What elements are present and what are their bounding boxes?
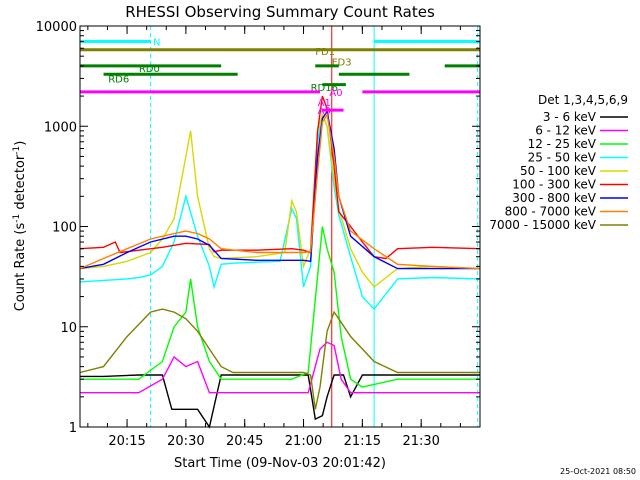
series-line-7000-15000-kev	[79, 308, 480, 410]
legend-label-12-25-kev: 12 - 25 keV	[528, 137, 597, 151]
axis-ticks: 20:15 20:30 20:45 21:00 21:15 21:30 1 10 100 1000…	[36, 20, 481, 449]
legend-title: Det 1,3,4,5,6,9	[538, 93, 628, 107]
y-tick-label-10000: 10000	[36, 20, 77, 35]
x-tick-label-20-15: 20:15	[108, 434, 145, 449]
annotation-label-a3: A3	[318, 106, 331, 117]
annotation-label-a0: A0	[329, 88, 342, 99]
y-axis-label-sup2: -1	[12, 146, 22, 155]
annotation-label-rd6: RD6	[108, 74, 129, 85]
y-tick-label-100: 100	[52, 221, 77, 236]
series-line-100-300-kev	[79, 95, 481, 260]
annotation-label-rd16: RD16	[311, 83, 338, 94]
legend-label-300-800-kev: 300 - 800 keV	[512, 191, 596, 205]
x-tick-label-21-30: 21:30	[402, 434, 439, 449]
y-tick-label-10: 10	[60, 321, 77, 336]
series-line-50-100-kev	[79, 112, 481, 288]
annotation-label-n: N	[153, 38, 160, 49]
vertical-markers	[79, 26, 479, 427]
legend-label-3-6-kev: 3 - 6 keV	[543, 110, 597, 124]
series-line-3-6-kev	[80, 374, 480, 429]
plot-frame	[79, 25, 481, 428]
y-tick-label-1000: 1000	[44, 120, 77, 135]
annotation-label-fd3: FD3	[332, 58, 352, 69]
legend-label-7000-15000-kev: 7000 - 15000 keV	[489, 218, 596, 232]
annotation-label-a1: A1	[318, 98, 331, 109]
y-axis-label-sup1: -1	[12, 214, 22, 223]
y-axis-label-main: Count Rate (s	[13, 223, 28, 312]
x-tick-label-20-30: 20:30	[167, 434, 204, 449]
y-axis-label-end: )	[13, 141, 28, 146]
series-line-12-25-kev	[80, 226, 480, 388]
timestamp-footer: 25-Oct-2021 08:50	[560, 467, 636, 476]
legend-label-6-12-kev: 6 - 12 keV	[535, 124, 597, 138]
x-axis-label: Start Time (09-Nov-03 20:01:42)	[174, 456, 386, 471]
x-tick-label-20-45: 20:45	[226, 434, 263, 449]
y-axis-label: Count Rate (s-1 detector-1)	[12, 141, 28, 312]
series-lines	[79, 95, 481, 429]
x-tick-label-21-00: 21:00	[285, 434, 322, 449]
legend-label-50-100-kev: 50 - 100 keV	[520, 164, 597, 178]
y-axis-label-mid: detector	[13, 154, 28, 214]
series-line-25-50-kev	[79, 112, 481, 311]
x-tick-label-21-15: 21:15	[344, 434, 381, 449]
y-tick-label-1: 1	[69, 421, 77, 436]
legend-label-100-300-kev: 100 - 300 keV	[512, 178, 596, 192]
series-line-800-7000-kev	[79, 112, 481, 270]
series-line-6-12-kev	[80, 341, 480, 394]
legend-label-25-50-kev: 25 - 50 keV	[528, 151, 597, 165]
annotation-label-fd1: FD1	[315, 47, 335, 58]
chart-title: RHESSI Observing Summary Count Rates	[125, 3, 435, 21]
annotation-label-rd0: RD0	[139, 64, 160, 75]
series-line-300-800-kev	[79, 109, 480, 270]
legend-label-800-7000-kev: 800 - 7000 keV	[505, 205, 597, 219]
